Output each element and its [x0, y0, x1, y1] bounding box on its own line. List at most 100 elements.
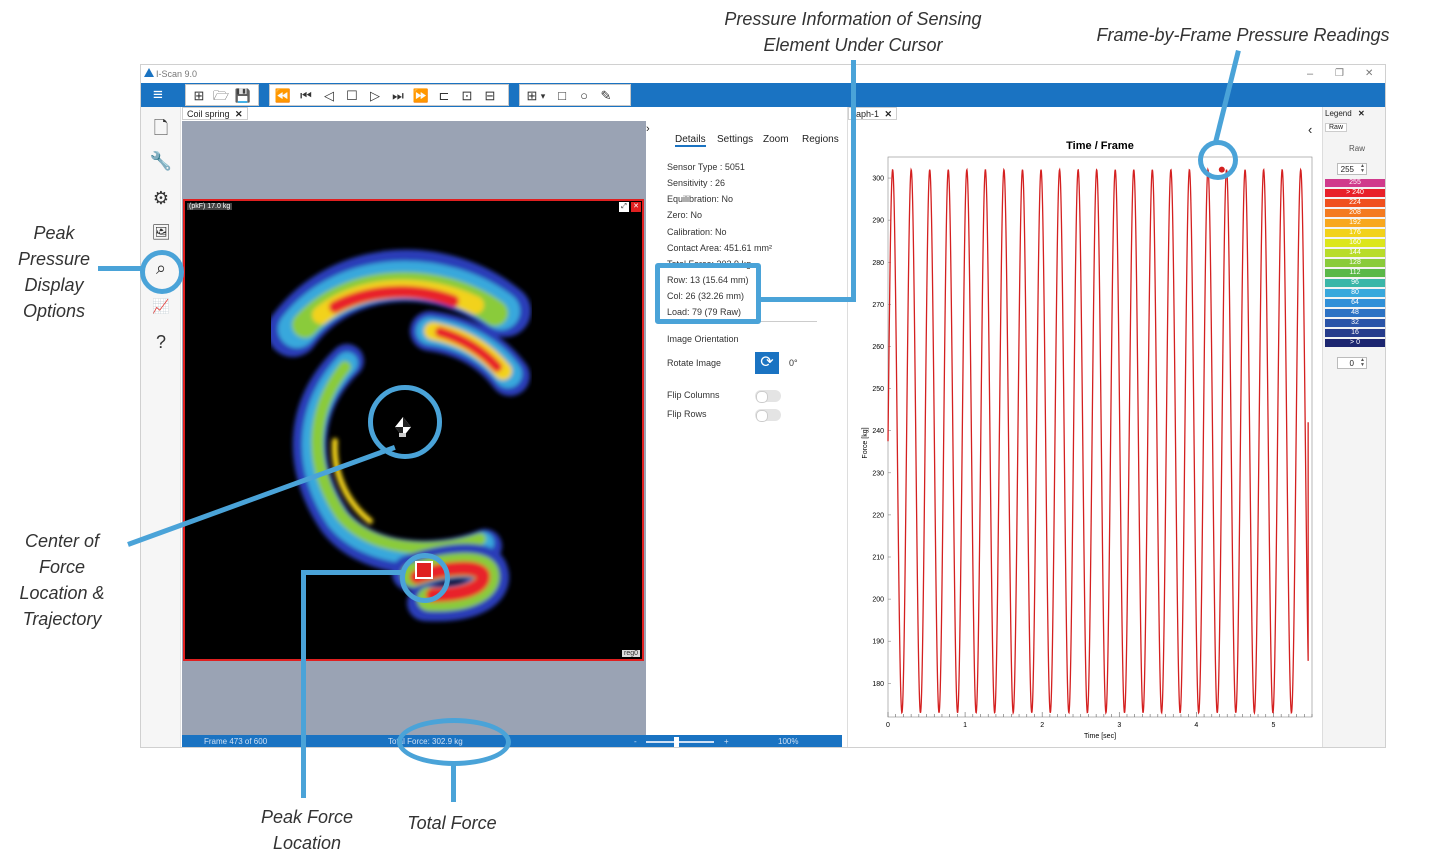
zoom-out-button[interactable]: - — [634, 737, 637, 746]
legend-swatch: 208 — [1325, 209, 1385, 217]
minimize-button[interactable]: – — [1307, 68, 1314, 80]
y-tick-label: 260 — [872, 344, 884, 351]
flip-rows-toggle[interactable] — [755, 409, 781, 422]
legend-swatch: 255 — [1325, 179, 1385, 187]
plot-area — [887, 156, 1313, 718]
legend-pane: Legend ✕ Raw Raw 255 255 > 240 224 208 192 17… — [1322, 107, 1385, 747]
snapshot-icon[interactable]: ⊡ — [461, 88, 473, 103]
tab-label: raph-1 — [853, 109, 880, 119]
close-icon[interactable]: ✕ — [1357, 109, 1365, 118]
x-tick-label: 3 — [1117, 722, 1121, 729]
movie-icon[interactable]: ⊟ — [484, 88, 496, 103]
callout-line: Element Under Cursor — [763, 35, 943, 55]
graph-icon[interactable]: 📈 — [152, 298, 170, 314]
callout-ring-center-of-force — [368, 385, 442, 459]
help-icon[interactable]: ? — [155, 332, 166, 352]
x-ticks: 0 1 2 3 4 5 — [886, 712, 1313, 729]
callout-line: Trajectory — [22, 609, 102, 629]
details-pane: Details Settings Zoom Regions Sensor Typ… — [653, 107, 845, 735]
region-label: reg0 — [621, 650, 640, 657]
ellipse-tool-icon[interactable]: ○ — [580, 88, 588, 103]
maximize-button[interactable]: ❐ — [1335, 68, 1344, 79]
zoom-in-button[interactable]: + — [724, 737, 729, 746]
status-bar: Frame 473 of 600 Total Force: 302.9 kg -… — [182, 735, 842, 747]
callout-ring-peak-pressure — [140, 250, 184, 294]
fast-forward-icon[interactable]: ⏩ — [412, 88, 430, 103]
callout-ring-frame — [1198, 140, 1238, 180]
zoom-slider-handle[interactable] — [674, 737, 680, 747]
graph-back-icon[interactable]: ‹ — [1308, 122, 1313, 137]
tab-zoom[interactable]: Zoom — [763, 134, 789, 145]
y-tick-label: 200 — [872, 597, 884, 604]
wrench-icon[interactable]: 🔧 — [149, 151, 173, 171]
stop-icon[interactable]: ☐ — [346, 88, 358, 103]
cursor-load: Load: 79 (79 Raw) — [667, 307, 742, 317]
zoom-level: 100% — [778, 737, 799, 746]
new-layout-icon[interactable]: ⊞ — [193, 88, 205, 103]
region-toolbar-group: ⊞ ▾ □ ○ ✎ — [519, 84, 631, 106]
close-icon[interactable]: ✕ — [631, 202, 641, 212]
menu-icon[interactable]: ≡ — [153, 85, 163, 104]
sidebar: 🗋 🔧 ⚙ 🖼 ⌕ 📈 ? — [141, 107, 181, 747]
grid-view-icon[interactable]: ⊞ — [526, 88, 538, 103]
tab-settings[interactable]: Settings — [717, 134, 754, 145]
x-tick-label: 2 — [1040, 722, 1044, 729]
callout-ring-cursor-info — [655, 263, 761, 324]
pen-tool-icon[interactable]: ✎ — [600, 88, 612, 103]
close-icon[interactable]: ✕ — [884, 109, 893, 119]
rectangle-tool-icon[interactable]: □ — [558, 88, 566, 103]
legend-tab[interactable]: Legend ✕ — [1325, 109, 1365, 118]
new-file-icon[interactable]: 🗋 — [153, 118, 169, 138]
callout-leader — [301, 570, 403, 575]
legend-swatch: 128 — [1325, 259, 1385, 267]
legend-min-input[interactable]: 0 — [1337, 357, 1367, 369]
force-chart[interactable]: Time / Frame Force [kg] Time [sec] 180 19… — [848, 107, 1322, 747]
step-back-icon[interactable]: ◁ — [324, 88, 334, 103]
graph-toggle-icon[interactable]: ⤢ — [619, 202, 629, 212]
file-toolbar-group: ⊞ 🗁 💾 — [185, 84, 259, 106]
legend-swatch: 32 — [1325, 319, 1385, 327]
flip-columns-toggle[interactable] — [755, 390, 781, 403]
callout-leader — [451, 764, 456, 802]
tab-regions[interactable]: Regions — [802, 134, 839, 145]
open-folder-icon[interactable]: 🗁 — [212, 88, 230, 103]
collapse-pane-icon[interactable]: › — [646, 123, 650, 135]
rotate-button[interactable]: ⟳ — [755, 352, 779, 374]
zoom-slider[interactable] — [646, 737, 714, 747]
tab-details[interactable]: Details — [675, 134, 706, 147]
legend-max-input[interactable]: 255 — [1337, 163, 1367, 175]
fast-rewind-icon[interactable]: ⏪ — [274, 88, 292, 103]
image-icon[interactable]: 🖼 — [151, 224, 171, 241]
flip-rows-label: Flip Rows — [667, 409, 707, 419]
legend-swatch: > 0 — [1325, 339, 1385, 347]
peak-force-label: (pkF) 17.0 kg — [187, 203, 233, 210]
legend-raw-tab[interactable]: Raw — [1325, 123, 1348, 132]
last-frame-icon[interactable]: ⏭ — [392, 88, 404, 103]
contact-area: Contact Area: 451.61 mm² — [667, 243, 773, 253]
y-tick-label: 270 — [872, 302, 884, 309]
orientation-heading: Image Orientation — [667, 334, 739, 344]
callout-leader — [851, 60, 856, 302]
tab-coil-spring[interactable]: Coil spring ✕ — [182, 107, 248, 120]
y-ticks: 180 190 200 210 220 230 240 250 260 270 280 290 300 — [872, 176, 891, 688]
legend-swatch: 96 — [1325, 279, 1385, 287]
first-frame-icon[interactable]: ⏮ — [300, 88, 312, 103]
play-icon[interactable]: ▷ — [370, 88, 380, 103]
tab-graph[interactable]: raph-1 ✕ — [848, 107, 898, 120]
tab-label: Coil spring — [187, 109, 230, 119]
legend-swatch: 64 — [1325, 299, 1385, 307]
close-icon[interactable]: ✕ — [235, 109, 243, 119]
rotate-icon: ⟳ — [760, 354, 774, 371]
record-icon[interactable]: ⊏ — [438, 88, 450, 103]
save-icon[interactable]: 💾 — [234, 88, 252, 103]
gear-icon[interactable]: ⚙ — [152, 188, 170, 208]
chevron-down-icon[interactable]: ▾ — [540, 91, 546, 101]
rotate-label: Rotate Image — [667, 358, 722, 368]
close-window-button[interactable]: ✕ — [1365, 68, 1374, 79]
legend-swatch: 48 — [1325, 309, 1385, 317]
frame-counter: Frame 473 of 600 — [204, 737, 268, 746]
cursor-row: Row: 13 (15.64 mm) — [667, 275, 749, 285]
legend-heading: Raw — [1349, 144, 1366, 153]
calibration: Calibration: No — [667, 227, 727, 237]
main-toolbar: ≡ ⊞ 🗁 💾 ⏪ ⏮ ◁ ☐ ▷ ⏭ ⏩ ⊏ ⊡ ⊟ ⊞ ▾ □ ○ ✎ — [141, 83, 1385, 107]
